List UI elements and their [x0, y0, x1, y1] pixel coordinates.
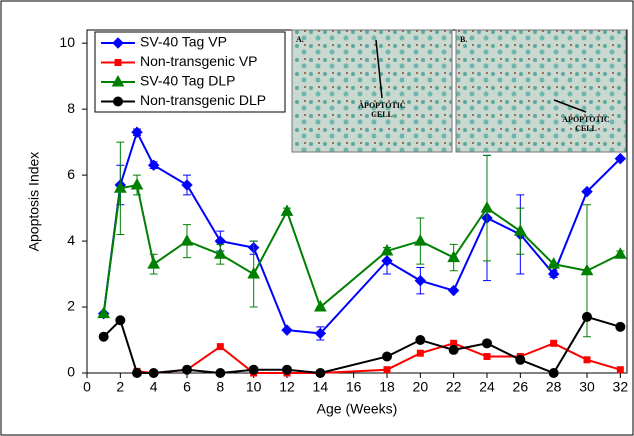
marker	[380, 243, 394, 256]
x-tick-label: 18	[379, 379, 395, 395]
marker	[315, 368, 326, 378]
marker	[216, 343, 224, 351]
inset-caption: APOPTOTIC	[562, 115, 610, 124]
inset-label: B.	[460, 35, 467, 44]
marker	[113, 181, 127, 193]
marker	[97, 306, 111, 319]
x-tick-label: 28	[546, 379, 562, 395]
y-tick-label: 10	[59, 34, 75, 50]
marker	[583, 356, 591, 364]
x-tick-label: 30	[579, 379, 595, 395]
marker	[382, 351, 392, 362]
marker	[313, 300, 327, 312]
marker	[447, 284, 460, 297]
marker	[383, 366, 391, 374]
y-tick-label: 6	[67, 166, 75, 182]
marker	[582, 311, 592, 322]
x-tick-label: 26	[513, 379, 529, 395]
x-tick-label: 14	[313, 379, 329, 395]
marker	[614, 152, 627, 165]
marker	[547, 268, 560, 280]
x-tick-label: 20	[413, 379, 429, 395]
marker	[413, 234, 427, 246]
marker	[247, 267, 261, 279]
x-tick-label: 2	[116, 379, 124, 395]
inset-caption: APOPTOTIC	[358, 101, 406, 110]
marker	[111, 74, 125, 87]
marker	[581, 185, 593, 198]
y-tick-label: 2	[67, 298, 75, 314]
x-tick-label: 0	[83, 379, 91, 395]
marker	[416, 349, 424, 357]
marker	[215, 368, 226, 378]
marker	[616, 366, 624, 374]
marker	[280, 204, 294, 216]
marker	[547, 257, 561, 269]
legend-label: Non-transgenic DLP	[140, 92, 266, 108]
marker	[580, 263, 594, 276]
marker	[112, 37, 124, 49]
marker	[613, 247, 627, 259]
legend-box	[94, 31, 286, 113]
x-tick-label: 24	[479, 379, 495, 395]
y-axis-label: Apoptosis Index	[26, 152, 42, 252]
marker	[131, 126, 143, 138]
marker	[113, 96, 123, 107]
marker	[615, 321, 626, 332]
micrograph	[455, 29, 627, 153]
x-tick-label: 22	[446, 379, 462, 395]
legend-label: Non-transgenic VP	[140, 53, 258, 69]
y-tick-label: 4	[67, 232, 75, 248]
marker	[550, 339, 558, 347]
inset-label: A.	[296, 35, 304, 44]
arrow	[375, 39, 383, 99]
marker	[282, 364, 292, 375]
marker	[480, 201, 494, 213]
y-tick-label: 0	[67, 364, 75, 380]
marker	[147, 159, 160, 171]
marker	[281, 324, 293, 336]
marker	[548, 368, 559, 378]
micrograph	[291, 29, 453, 153]
marker	[132, 368, 142, 378]
y-tick-label: 8	[67, 100, 75, 116]
legend-label: SV-40 Tag DLP	[140, 73, 235, 89]
marker	[447, 250, 461, 263]
x-tick-label: 4	[150, 379, 158, 395]
marker	[515, 354, 526, 365]
marker	[115, 315, 126, 326]
marker	[381, 255, 393, 267]
x-tick-label: 16	[346, 379, 362, 395]
x-tick-label: 8	[216, 379, 224, 395]
inset-caption: CELL	[575, 124, 597, 133]
arrow	[553, 99, 587, 113]
x-axis-label: Age (Weeks)	[317, 401, 398, 417]
marker	[130, 177, 144, 190]
marker	[180, 234, 194, 246]
marker	[314, 327, 327, 340]
marker	[148, 368, 159, 378]
x-tick-label: 12	[279, 379, 295, 395]
marker	[448, 344, 459, 355]
marker	[114, 59, 122, 66]
marker	[248, 364, 259, 375]
marker	[482, 338, 492, 349]
x-tick-label: 10	[246, 379, 262, 395]
legend-label: SV-40 Tag VP	[140, 34, 227, 50]
marker	[147, 257, 161, 269]
inset-caption: CELL	[371, 110, 393, 119]
x-tick-label: 32	[613, 379, 629, 395]
marker	[181, 179, 193, 191]
marker	[483, 353, 491, 361]
marker	[182, 364, 192, 375]
marker	[414, 274, 427, 287]
marker	[98, 331, 109, 342]
x-tick-label: 6	[183, 379, 191, 395]
marker	[415, 335, 426, 346]
marker	[213, 247, 227, 259]
marker	[513, 224, 527, 236]
